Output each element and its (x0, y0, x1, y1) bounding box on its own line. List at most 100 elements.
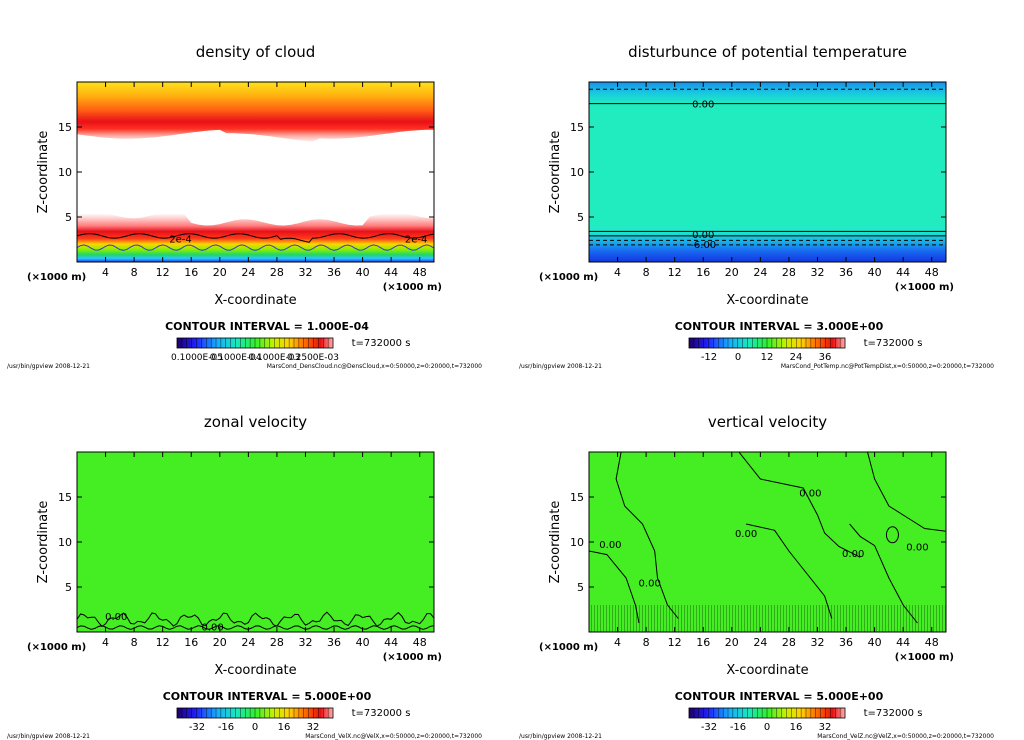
chart-title: disturbunce of potential temperature (628, 43, 907, 61)
contour-label: 0.00 (105, 612, 127, 623)
x-tick-label: 20 (725, 266, 739, 279)
x-tick-label: 12 (668, 636, 682, 649)
contour-label: 0.00 (692, 100, 714, 111)
contour-label: 0.00 (639, 579, 661, 590)
plot-field (589, 82, 946, 262)
x-tick-label: 40 (868, 266, 882, 279)
colorbar-tick-label: 0 (764, 722, 770, 733)
x-axis-label: X-coordinate (214, 663, 296, 678)
colorbar-tick-label: 32 (819, 722, 832, 733)
contour-label: 2e-4 (169, 235, 192, 246)
x-tick-label: 16 (696, 636, 710, 649)
x-tick-label: 36 (839, 636, 853, 649)
x-tick-label: 8 (131, 266, 138, 279)
y-unit-label: (×1000 m) (539, 642, 598, 653)
plot-field (589, 452, 946, 632)
y-axis-label: Z-coordinate (548, 501, 563, 584)
y-tick-label: 10 (58, 536, 72, 549)
x-tick-label: 36 (327, 636, 341, 649)
contour-label: 0.00 (842, 549, 864, 560)
y-tick-label: 15 (570, 121, 584, 134)
x-tick-label: 12 (156, 266, 170, 279)
x-axis-label: X-coordinate (726, 663, 808, 678)
colorbar-tick-label: 0 (252, 722, 258, 733)
contour-label: 2e-4 (405, 235, 428, 246)
contour-label: 0.00 (202, 623, 224, 634)
x-tick-label: 32 (298, 266, 312, 279)
x-unit-label: (×1000 m) (895, 652, 954, 663)
x-tick-label: 4 (102, 266, 109, 279)
footer-right: MarsCond_DensCloud.nc@DensCloud,x=0:5000… (267, 363, 482, 370)
x-tick-label: 32 (810, 636, 824, 649)
y-tick-label: 15 (570, 491, 584, 504)
x-tick-label: 48 (413, 266, 427, 279)
x-tick-label: 44 (896, 636, 910, 649)
colorbar-tick-label: 36 (819, 352, 832, 363)
contour-line (867, 452, 946, 532)
contour-line (77, 625, 434, 630)
x-tick-label: 12 (156, 636, 170, 649)
footer-left: /usr/bin/gpview 2008-12-21 (7, 733, 90, 740)
x-tick-label: 8 (131, 636, 138, 649)
footer-left: /usr/bin/gpview 2008-12-21 (7, 363, 90, 370)
plot-field (77, 452, 434, 632)
x-unit-label: (×1000 m) (383, 652, 442, 663)
footer-right: MarsCond_VelX.nc@VelX,x=0:50000,z=0:2000… (305, 733, 482, 740)
y-tick-label: 5 (577, 211, 584, 224)
plot-field (77, 82, 434, 262)
y-tick-label: 15 (58, 491, 72, 504)
colorbar-tick-label: 24 (790, 352, 803, 363)
x-tick-label: 48 (925, 266, 939, 279)
x-tick-label: 24 (241, 266, 255, 279)
contour-interval: CONTOUR INTERVAL = 3.000E+00 (675, 320, 884, 333)
time-stamp: t=732000 s (864, 708, 923, 719)
x-tick-label: 28 (782, 266, 796, 279)
contour-line (77, 611, 434, 628)
chart-title: density of cloud (196, 43, 316, 61)
contour-label: -6.00 (690, 240, 716, 251)
time-stamp: t=732000 s (864, 338, 923, 349)
colorbar-tick-label: 0 (735, 352, 741, 363)
x-tick-label: 48 (413, 636, 427, 649)
x-tick-label: 20 (725, 636, 739, 649)
x-tick-label: 16 (184, 636, 198, 649)
x-axis-label: X-coordinate (214, 293, 296, 308)
x-tick-label: 8 (643, 636, 650, 649)
y-unit-label: (×1000 m) (539, 272, 598, 283)
x-tick-label: 24 (753, 266, 767, 279)
y-tick-label: 10 (58, 166, 72, 179)
y-axis-label: Z-coordinate (548, 131, 563, 214)
colorbar-tick-label: 0.1000E-05 (171, 353, 223, 363)
field-background (589, 452, 946, 632)
field-background (77, 452, 434, 632)
colorbar-tick-label: -32 (701, 722, 717, 733)
colorbar-tick-label: -12 (701, 352, 717, 363)
contour-line (77, 233, 434, 243)
y-unit-label: (×1000 m) (27, 272, 86, 283)
x-tick-label: 36 (327, 266, 341, 279)
contour-line (738, 452, 861, 558)
colorbar-tick-label: 0.1000E-04 (210, 353, 262, 363)
y-axis-label: Z-coordinate (36, 501, 51, 584)
contour-label: 0.00 (735, 529, 757, 540)
y-tick-label: 5 (577, 581, 584, 594)
x-tick-label: 40 (356, 636, 370, 649)
x-tick-label: 24 (753, 636, 767, 649)
x-unit-label: (×1000 m) (383, 282, 442, 293)
x-tick-label: 28 (270, 636, 284, 649)
contour-label: 0.00 (906, 543, 928, 554)
x-tick-label: 24 (241, 636, 255, 649)
x-tick-label: 44 (896, 266, 910, 279)
x-tick-label: 20 (213, 266, 227, 279)
x-tick-label: 4 (614, 266, 621, 279)
y-tick-label: 10 (570, 166, 584, 179)
footer-right: MarsCond_VelZ.nc@VelZ,x=0:50000,z=0:2000… (817, 733, 994, 740)
colorbar-tick-label: -16 (218, 722, 234, 733)
chart-title: vertical velocity (708, 413, 827, 431)
contour-interval: CONTOUR INTERVAL = 5.000E+00 (675, 690, 884, 703)
time-stamp: t=732000 s (352, 338, 411, 349)
footer-left: /usr/bin/gpview 2008-12-21 (519, 733, 602, 740)
contour-label: 0.00 (599, 540, 621, 551)
